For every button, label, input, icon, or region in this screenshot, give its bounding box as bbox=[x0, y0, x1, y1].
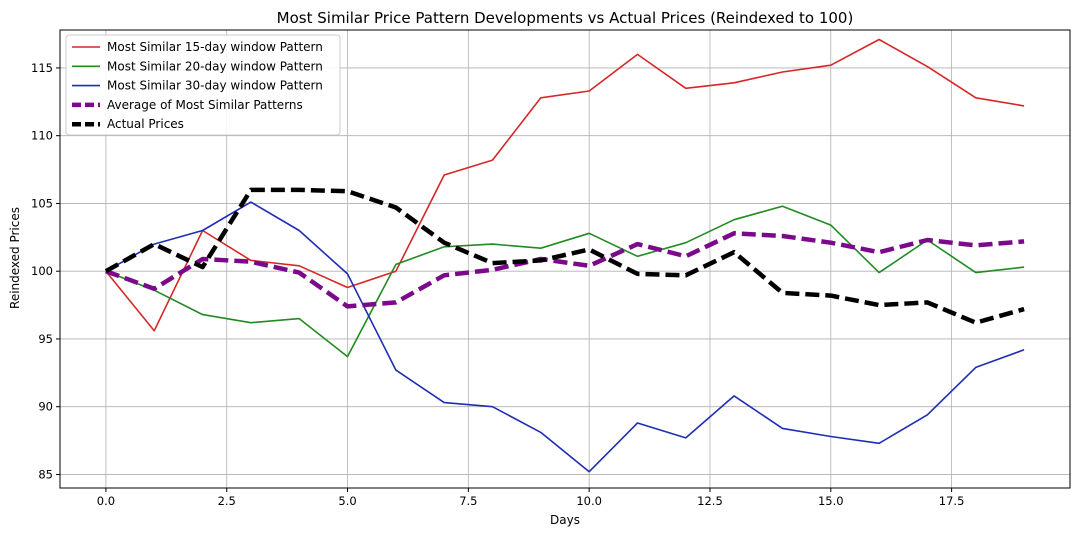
y-tick-label: 110 bbox=[31, 129, 53, 143]
x-tick-label: 10.0 bbox=[576, 494, 602, 508]
y-tick-label: 95 bbox=[38, 332, 53, 346]
x-tick-label: 7.5 bbox=[459, 494, 477, 508]
grid bbox=[60, 30, 1070, 488]
axis-ticks: 0.0 2.5 5.0 7.5 10.0 12.5 15.0 17.5 85 90 95 100 105… bbox=[31, 61, 964, 508]
legend-label: Average of Most Similar Patterns bbox=[107, 98, 303, 112]
x-tick-label: 0.0 bbox=[97, 494, 115, 508]
legend-label: Actual Prices bbox=[107, 117, 184, 131]
series-layer bbox=[104, 38, 1025, 473]
y-tick-label: 90 bbox=[38, 400, 53, 414]
y-tick-label: 105 bbox=[31, 196, 53, 210]
series-line-3 bbox=[105, 201, 1025, 473]
y-axis-label: Reindexed Prices bbox=[8, 207, 22, 309]
series-line-5 bbox=[104, 187, 1025, 325]
series-line-4 bbox=[105, 231, 1025, 309]
legend-label: Most Similar 20-day window Pattern bbox=[107, 59, 323, 73]
legend-label: Most Similar 15-day window Pattern bbox=[107, 40, 323, 54]
legend: Most Similar 15-day window Pattern Most S… bbox=[65, 34, 341, 136]
y-tick-label: 115 bbox=[31, 61, 53, 75]
legend-box bbox=[65, 34, 341, 136]
chart-title: Most Similar Price Pattern Developments … bbox=[277, 9, 854, 27]
x-tick-label: 2.5 bbox=[218, 494, 236, 508]
x-tick-label: 5.0 bbox=[338, 494, 356, 508]
x-tick-label: 15.0 bbox=[818, 494, 844, 508]
plot-frame bbox=[59, 29, 1071, 489]
x-axis-label: Days bbox=[550, 513, 580, 527]
x-tick-label: 12.5 bbox=[697, 494, 723, 508]
y-tick-label: 85 bbox=[38, 467, 53, 481]
series-line-2 bbox=[105, 205, 1025, 358]
y-tick-label: 100 bbox=[31, 264, 53, 278]
x-tick-label: 17.5 bbox=[939, 494, 965, 508]
legend-label: Most Similar 30-day window Pattern bbox=[107, 79, 323, 93]
